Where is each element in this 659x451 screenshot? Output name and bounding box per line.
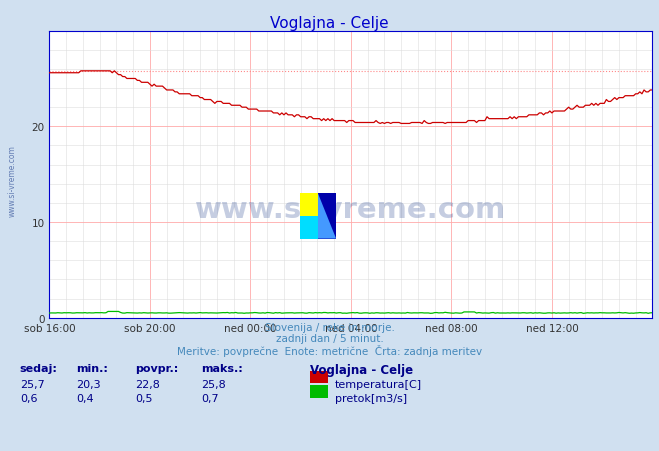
Bar bbox=[300, 216, 318, 239]
Bar bbox=[300, 194, 318, 216]
Text: www.si-vreme.com: www.si-vreme.com bbox=[8, 144, 17, 216]
Text: 0,7: 0,7 bbox=[201, 393, 219, 403]
Bar bbox=[318, 194, 336, 239]
Text: Voglajna - Celje: Voglajna - Celje bbox=[270, 16, 389, 31]
Text: pretok[m3/s]: pretok[m3/s] bbox=[335, 393, 407, 403]
Text: zadnji dan / 5 minut.: zadnji dan / 5 minut. bbox=[275, 334, 384, 344]
Text: 20,3: 20,3 bbox=[76, 379, 100, 389]
Text: www.si-vreme.com: www.si-vreme.com bbox=[195, 195, 507, 223]
Text: Slovenija / reke in morje.: Slovenija / reke in morje. bbox=[264, 322, 395, 332]
Text: Voglajna - Celje: Voglajna - Celje bbox=[310, 363, 413, 376]
Text: 0,5: 0,5 bbox=[135, 393, 153, 403]
Text: povpr.:: povpr.: bbox=[135, 363, 179, 373]
Text: 25,8: 25,8 bbox=[201, 379, 226, 389]
Text: 25,7: 25,7 bbox=[20, 379, 45, 389]
Polygon shape bbox=[318, 194, 336, 239]
Text: 22,8: 22,8 bbox=[135, 379, 160, 389]
Text: temperatura[C]: temperatura[C] bbox=[335, 379, 422, 389]
Text: min.:: min.: bbox=[76, 363, 107, 373]
Text: 0,4: 0,4 bbox=[76, 393, 94, 403]
Text: Meritve: povprečne  Enote: metrične  Črta: zadnja meritev: Meritve: povprečne Enote: metrične Črta:… bbox=[177, 344, 482, 356]
Text: maks.:: maks.: bbox=[201, 363, 243, 373]
Text: 0,6: 0,6 bbox=[20, 393, 38, 403]
Polygon shape bbox=[318, 194, 336, 239]
Text: sedaj:: sedaj: bbox=[20, 363, 57, 373]
